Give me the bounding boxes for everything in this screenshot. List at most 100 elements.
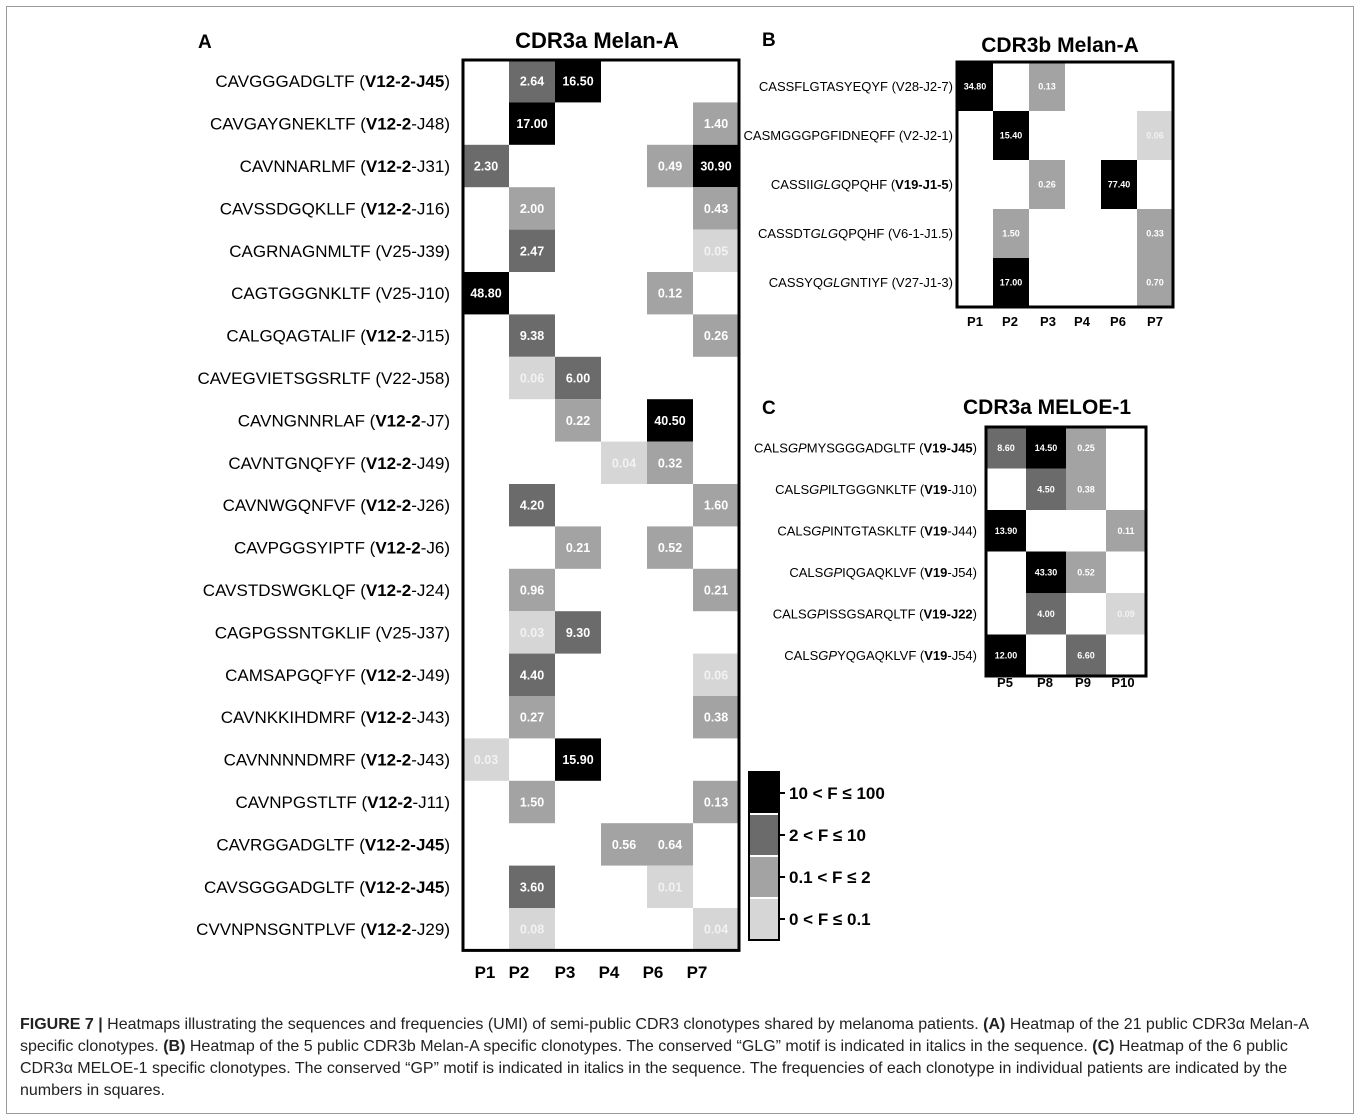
row-label-segment: CAVRGGADGLTF ( bbox=[216, 835, 365, 854]
heatmap-cell bbox=[1026, 427, 1066, 469]
row-label-segment: GP bbox=[818, 648, 837, 663]
row-label-segment: ILTGGGNKLTF ( bbox=[828, 482, 925, 497]
cell-value-label: 0.08 bbox=[520, 923, 544, 937]
row-label: CAVSTDSWGKLQF (V12-2-J24) bbox=[203, 581, 450, 600]
row-label-segment: V12-2 bbox=[366, 199, 411, 218]
legend-label: 10 < F ≤ 100 bbox=[789, 784, 885, 803]
heatmap-cell bbox=[647, 144, 693, 188]
column-label: P3 bbox=[555, 963, 576, 982]
heatmap-cell bbox=[1066, 427, 1106, 469]
row-label: CALSGPINTGTASKLTF (V19-J44) bbox=[777, 523, 977, 538]
row-label: CAVNKKIHDMRF (V12-2-J43) bbox=[221, 708, 450, 727]
caption-b-text: Heatmap of the 5 public CDR3b Melan-A sp… bbox=[189, 1038, 1088, 1055]
row-label-segment: V12-2 bbox=[366, 327, 411, 346]
row-label-segment: GP bbox=[809, 482, 828, 497]
panel-title: CDR3b Melan-A bbox=[981, 34, 1139, 57]
cell-value-label: 6.00 bbox=[566, 372, 590, 386]
column-label: P10 bbox=[1111, 675, 1134, 690]
heatmap-border bbox=[984, 425, 1148, 678]
row-label-segment: CALS bbox=[789, 565, 823, 580]
row-label: CAVRGGADGLTF (V12-2-J45) bbox=[216, 835, 450, 854]
row-label-segment: CASSII bbox=[771, 177, 814, 192]
row-label-segment: V12-2 bbox=[366, 666, 411, 685]
row-label-segment: CALGQAGTALIF ( bbox=[226, 327, 366, 346]
heatmap-cell bbox=[647, 272, 693, 315]
row-label: CAVGGGADGLTF (V12-2-J45) bbox=[215, 72, 450, 91]
heatmap-cell bbox=[1137, 258, 1173, 307]
row-label-segment: -J16) bbox=[411, 199, 450, 218]
column-label: P5 bbox=[997, 675, 1013, 690]
heatmap-cell bbox=[1029, 62, 1065, 111]
heatmap-cell bbox=[693, 187, 739, 230]
cell-value-label: 0.56 bbox=[612, 838, 636, 852]
heatmap-cell bbox=[509, 60, 555, 103]
caption-a-label: (A) bbox=[983, 1016, 1006, 1033]
row-label-segment: -J54) bbox=[947, 565, 977, 580]
row-label-segment: -J31) bbox=[411, 157, 450, 176]
row-label-segment: -J7) bbox=[421, 411, 450, 430]
heatmap-cell bbox=[993, 258, 1029, 307]
heatmap-cell bbox=[509, 102, 555, 145]
row-label-segment: V12-2 bbox=[366, 454, 411, 473]
row-label-segment: CAVEGVIETSGSRLTF (V22-J58) bbox=[197, 369, 450, 388]
heatmap-cell bbox=[693, 314, 739, 357]
row-label: CAVNGNNRLAF (V12-2-J7) bbox=[238, 411, 450, 430]
row-label-segment: -J54) bbox=[947, 648, 977, 663]
cell-value-label: 15.90 bbox=[562, 753, 593, 767]
cell-value-label: 0.33 bbox=[1146, 229, 1164, 239]
heatmap-cell bbox=[1137, 209, 1173, 258]
heatmap-cell bbox=[986, 634, 1026, 676]
heatmap-cell bbox=[647, 865, 693, 908]
row-label: CAVSSDGQKLLF (V12-2-J16) bbox=[220, 199, 450, 218]
row-label-segment: CALS bbox=[777, 523, 811, 538]
heatmap-cell bbox=[957, 62, 993, 111]
cell-value-label: 0.13 bbox=[1038, 82, 1056, 92]
caption-b-label: (B) bbox=[163, 1038, 186, 1055]
cell-value-label: 1.50 bbox=[1002, 229, 1020, 239]
heatmap-cell bbox=[693, 908, 739, 951]
row-label-segment: NTIYF (V27-J1-3) bbox=[850, 275, 953, 290]
cell-value-label: 13.90 bbox=[995, 526, 1018, 536]
cell-value-label: 30.90 bbox=[700, 160, 731, 174]
cell-value-label: 1.40 bbox=[704, 117, 728, 131]
row-label-segment: V19-J22 bbox=[924, 606, 973, 621]
cell-value-label: 0.96 bbox=[520, 584, 544, 598]
row-label-segment: ISSGSARQLTF ( bbox=[826, 606, 925, 621]
heatmap-cell bbox=[509, 696, 555, 739]
row-label-segment: CAVNPGSTLTF ( bbox=[236, 793, 368, 812]
cell-value-label: 3.60 bbox=[520, 880, 544, 894]
heatmap-cell bbox=[463, 272, 509, 315]
row-label-segment: -J49) bbox=[411, 666, 450, 685]
row-label-segment: QPQHF (V6-1-J1.5) bbox=[838, 226, 953, 241]
row-label-segment: CASSDT bbox=[758, 226, 811, 241]
row-label-segment: ) bbox=[444, 835, 450, 854]
row-label: CASSDTGLGQPQHF (V6-1-J1.5) bbox=[758, 226, 953, 241]
column-label: P6 bbox=[643, 963, 664, 982]
row-label-segment: GP bbox=[811, 523, 830, 538]
heatmap-cell bbox=[693, 568, 739, 612]
row-label: CAVEGVIETSGSRLTF (V22-J58) bbox=[197, 369, 450, 388]
cell-value-label: 17.00 bbox=[1000, 278, 1023, 288]
cell-value-label: 4.50 bbox=[1037, 484, 1055, 494]
heatmap-cell bbox=[693, 484, 739, 527]
row-label-segment: CAGPGSSNTGKLIF (V25-J37) bbox=[215, 623, 450, 642]
cell-value-label: 0.01 bbox=[658, 880, 682, 894]
row-label: CAGPGSSNTGKLIF (V25-J37) bbox=[215, 623, 450, 642]
cell-value-label: 4.40 bbox=[520, 668, 544, 682]
row-label-segment: MYSGGGADGLTF ( bbox=[807, 440, 924, 455]
heatmap-cell bbox=[509, 356, 555, 400]
row-label-segment: V12-2 bbox=[366, 496, 411, 515]
cell-value-label: 0.03 bbox=[520, 626, 544, 640]
cell-value-label: 0.32 bbox=[658, 456, 682, 470]
row-label: CAMSAPGQFYF (V12-2-J49) bbox=[225, 666, 450, 685]
cell-value-label: 0.43 bbox=[704, 202, 728, 216]
row-label-segment: -J6) bbox=[421, 539, 450, 558]
cell-value-label: 0.26 bbox=[704, 329, 728, 343]
row-label-segment: -J45 bbox=[410, 72, 444, 91]
heatmap-cell bbox=[993, 209, 1029, 258]
heatmap-cell bbox=[555, 356, 601, 400]
row-label-segment: -J10) bbox=[947, 482, 977, 497]
heatmap-cell bbox=[693, 696, 739, 739]
